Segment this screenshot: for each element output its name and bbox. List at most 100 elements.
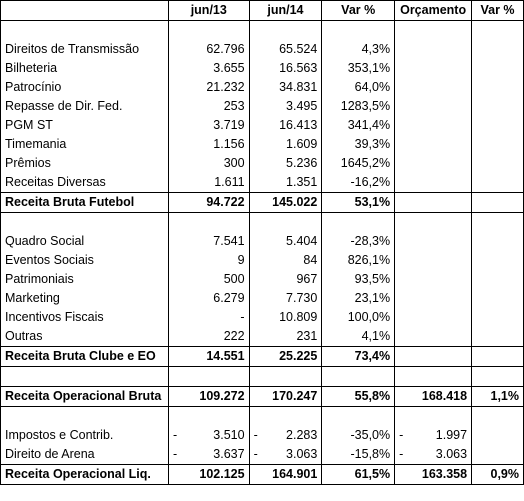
value-cell — [394, 270, 473, 289]
table-row: Direito de Arena -3.637-3.063 -15,8% -3.063 — [0, 445, 524, 465]
value-text: 1283,5% — [340, 99, 391, 113]
empty-cell — [248, 20, 323, 40]
row-label: Patrimoniais — [0, 270, 169, 289]
value-text: 109.272 — [199, 389, 245, 403]
value-cell: 826,1% — [321, 251, 396, 270]
value-cell: - 3.063 — [248, 445, 323, 465]
empty-cell — [471, 366, 524, 387]
value-cell: 16.413 — [248, 116, 323, 135]
row-label: Direitos de Transmissão — [0, 40, 169, 59]
empty-cell — [167, 20, 250, 40]
empty-cell — [394, 20, 473, 40]
header-cell: Var % — [321, 0, 396, 21]
value-text: 53,1% — [354, 195, 391, 209]
total-row: Receita Bruta Futebol 94.722 145.022 53,1% — [0, 192, 524, 213]
table-row: Direitos de Transmissão 62.796 65.524 4,3% — [0, 40, 524, 59]
value-cell — [471, 116, 524, 135]
value-text: 145.022 — [272, 195, 318, 209]
header-cell: Orçamento — [394, 0, 473, 21]
value-cell — [394, 40, 473, 59]
empty-cell — [471, 20, 524, 40]
row-label: Bilheteria — [0, 59, 169, 78]
value-text: 65.524 — [279, 42, 318, 56]
spacer-row — [0, 212, 524, 232]
empty-cell — [321, 212, 396, 232]
value-cell: 65.524 — [248, 40, 323, 59]
value-text: -16,2% — [350, 175, 391, 189]
value-cell — [471, 426, 524, 445]
value-text: - — [240, 310, 245, 324]
value-text: 16.563 — [279, 61, 318, 75]
table-row: Incentivos Fiscais - 10.809 100,0% — [0, 308, 524, 327]
accounting-minus: - — [399, 447, 404, 461]
value-cell — [471, 78, 524, 97]
value-text: 73,4% — [354, 349, 391, 363]
value-text: 6.279 — [213, 291, 245, 305]
value-cell: -35,0% — [321, 426, 396, 445]
value-cell: 61,5% — [321, 464, 396, 485]
value-cell: 55,8% — [321, 386, 396, 407]
value-cell: 4,3% — [321, 40, 396, 59]
value-text: 34.831 — [279, 80, 318, 94]
empty-cell — [394, 366, 473, 387]
value-text: 1.351 — [286, 175, 318, 189]
value-text: 1.609 — [286, 137, 318, 151]
value-cell: 168.418 — [394, 386, 473, 407]
row-label: Receita Bruta Futebol — [0, 192, 169, 213]
empty-cell — [321, 366, 396, 387]
accounting-minus: - — [172, 428, 178, 442]
value-text: 21.232 — [206, 80, 245, 94]
value-cell: 84 — [248, 251, 323, 270]
empty-cell — [471, 406, 524, 426]
value-cell: 1645,2% — [321, 154, 396, 173]
value-text: 826,1% — [347, 253, 391, 267]
value-cell: -15,8% — [321, 445, 396, 465]
row-label: Impostos e Contrib. — [0, 426, 169, 445]
value-cell — [471, 289, 524, 308]
row-label: Receita Operacional Bruta — [0, 386, 169, 407]
value-text: 93,5% — [354, 272, 391, 286]
value-cell: 3.495 — [248, 97, 323, 116]
empty-cell — [248, 212, 323, 232]
value-cell: 25.225 — [248, 346, 323, 367]
value-cell — [394, 173, 473, 193]
value-text: 164.901 — [272, 467, 318, 481]
empty-cell — [0, 20, 169, 40]
value-text: 61,5% — [354, 467, 391, 481]
value-cell: 222 — [167, 327, 250, 347]
value-text: 55,8% — [354, 389, 391, 403]
value-cell: 145.022 — [248, 192, 323, 213]
value-text: 222 — [223, 329, 245, 343]
value-cell: 94.722 — [167, 192, 250, 213]
value-text: 100,0% — [347, 310, 391, 324]
table-row: Quadro Social 7.541 5.404 -28,3% — [0, 232, 524, 251]
value-cell: 1.611 — [167, 173, 250, 193]
value-cell: 5.236 — [248, 154, 323, 173]
value-cell: 231 — [248, 327, 323, 347]
row-label: Incentivos Fiscais — [0, 308, 169, 327]
value-cell: 102.125 — [167, 464, 250, 485]
row-label: Direito de Arena — [0, 445, 169, 465]
total-row: Receita Operacional Liq. 102.125 164.901 61… — [0, 464, 524, 485]
row-label: Patrocínio — [0, 78, 169, 97]
value-cell: 3.719 — [167, 116, 250, 135]
value-cell: 163.358 — [394, 464, 473, 485]
value-cell: 170.247 — [248, 386, 323, 407]
value-text: 5.236 — [286, 156, 318, 170]
value-cell — [394, 346, 473, 367]
value-cell — [394, 116, 473, 135]
value-cell: 1.351 — [248, 173, 323, 193]
value-text: 231 — [296, 329, 318, 343]
row-label: Receitas Diversas — [0, 173, 169, 193]
value-text: 16.413 — [279, 118, 318, 132]
value-text: 170.247 — [272, 389, 318, 403]
value-text: 3.637 — [213, 447, 245, 461]
spacer-row — [0, 366, 524, 387]
value-cell: 341,4% — [321, 116, 396, 135]
revenue-table: jun/13 jun/14 Var % Orçamento Var % Direitos… — [0, 0, 524, 485]
header-blank-cell — [0, 0, 169, 21]
value-cell: 100,0% — [321, 308, 396, 327]
empty-cell — [0, 406, 169, 426]
value-cell — [471, 135, 524, 154]
value-cell: 4,1% — [321, 327, 396, 347]
